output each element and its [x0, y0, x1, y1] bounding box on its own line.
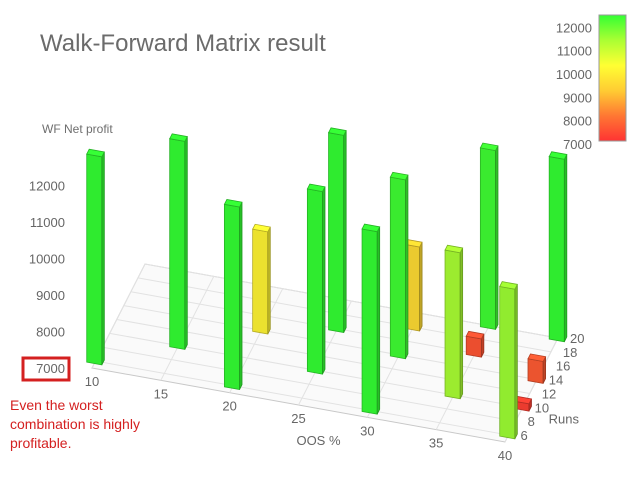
bar [527, 353, 547, 384]
bar-side-face [239, 201, 243, 390]
bar-front-face [389, 176, 406, 360]
bar-side-face [563, 154, 568, 342]
bar-top-face [389, 171, 409, 181]
y-axis-label: Runs [549, 411, 580, 426]
y-tick-label: 18 [563, 345, 577, 360]
bar [479, 142, 499, 330]
bar-top-face [223, 199, 243, 208]
bar-side-face [495, 145, 499, 330]
bar-side-face [343, 130, 347, 333]
z-tick-label: 12000 [29, 179, 65, 194]
bar-front-face [444, 249, 461, 400]
bar-front-face [527, 358, 544, 384]
x-tick-label: 35 [429, 436, 443, 451]
legend-tick-label: 10000 [556, 67, 592, 82]
bar [223, 199, 243, 390]
z-axis-label: WF Net profit [42, 122, 113, 136]
bar [252, 223, 271, 335]
bar-side-face [101, 151, 105, 366]
bar-side-face [184, 136, 188, 350]
bar-front-face [86, 153, 103, 366]
legend-gradient [598, 14, 627, 142]
bar-top-face [527, 353, 547, 362]
bar [169, 133, 188, 350]
bar [306, 183, 326, 375]
y-tick-label: 14 [549, 373, 563, 388]
chart-title: Walk-Forward Matrix result [40, 30, 326, 57]
y-tick-label: 10 [535, 400, 549, 415]
z-tick-label: 10000 [29, 252, 65, 267]
bar-top-face [479, 142, 499, 152]
bar-front-face [328, 132, 345, 333]
bar-side-face [419, 241, 423, 332]
axis-ticks: 1015202530354068101214161820700080009000… [21, 179, 584, 463]
bar [548, 151, 568, 343]
bar-series [86, 127, 568, 440]
bar-side-face [514, 284, 518, 440]
annotation-text: Even the worst combination is highly pro… [10, 397, 140, 451]
x-tick-label: 25 [291, 411, 305, 426]
bar-front-face [361, 228, 378, 415]
y-tick-label: 20 [570, 331, 584, 346]
grid-line-y [123, 305, 537, 381]
color-legend: 12000 11000 10000 9000 8000 7000 [556, 14, 627, 152]
y-tick-label: 6 [521, 428, 528, 443]
z-tick-label: 8000 [36, 325, 65, 340]
bar [327, 127, 347, 333]
bar [465, 330, 485, 358]
bar-top-face [252, 223, 271, 233]
x-tick-label: 20 [222, 399, 236, 414]
bar-side-face [405, 174, 409, 359]
y-tick-label: 16 [556, 359, 570, 374]
bar-front-face [548, 156, 565, 343]
bar-front-face [169, 138, 186, 350]
bar-side-face [459, 247, 464, 399]
grid-line-y [95, 360, 509, 436]
bar-front-face [479, 147, 496, 330]
grid-line-y [102, 346, 516, 422]
bar-top-face [499, 281, 518, 290]
bar-front-face [306, 188, 323, 375]
y-tick-label: 8 [528, 414, 535, 429]
legend-tick-label: 9000 [563, 90, 592, 105]
bar-top-face [169, 133, 188, 142]
bar-top-face [306, 183, 326, 193]
bar-top-face [327, 127, 347, 136]
bar-front-face [223, 203, 240, 390]
bar-top-face [86, 148, 105, 158]
x-tick-label: 10 [85, 374, 99, 389]
bar [361, 223, 381, 415]
highlight-box [21, 356, 71, 382]
x-tick-label: 15 [154, 386, 168, 401]
y-tick-label: 12 [542, 386, 556, 401]
bar-top-face [444, 244, 464, 254]
bar-front-face [252, 228, 269, 335]
x-tick-label: 40 [498, 448, 512, 463]
bar [499, 281, 518, 440]
x-axis-label: OOS % [296, 433, 341, 448]
bar-top-face [465, 330, 485, 340]
bar [389, 171, 409, 360]
legend-tick-label: 7000 [563, 137, 592, 152]
bar-side-face [322, 186, 326, 375]
z-tick-label: 7000 [36, 361, 65, 376]
bar-front-face [499, 286, 516, 440]
legend-tick-label: 12000 [556, 20, 592, 35]
bar [444, 244, 464, 400]
bar-front-face [465, 335, 482, 358]
z-tick-label: 9000 [36, 288, 65, 303]
legend-tick-label: 8000 [563, 114, 592, 129]
legend-tick-label: 11000 [557, 44, 592, 59]
x-tick-label: 30 [360, 423, 374, 438]
z-tick-label: 11000 [30, 215, 65, 230]
bar-side-face [376, 226, 381, 415]
bar [86, 148, 105, 366]
bar-top-face [361, 223, 381, 233]
bar-side-face [267, 226, 271, 335]
bar-top-face [548, 151, 568, 160]
